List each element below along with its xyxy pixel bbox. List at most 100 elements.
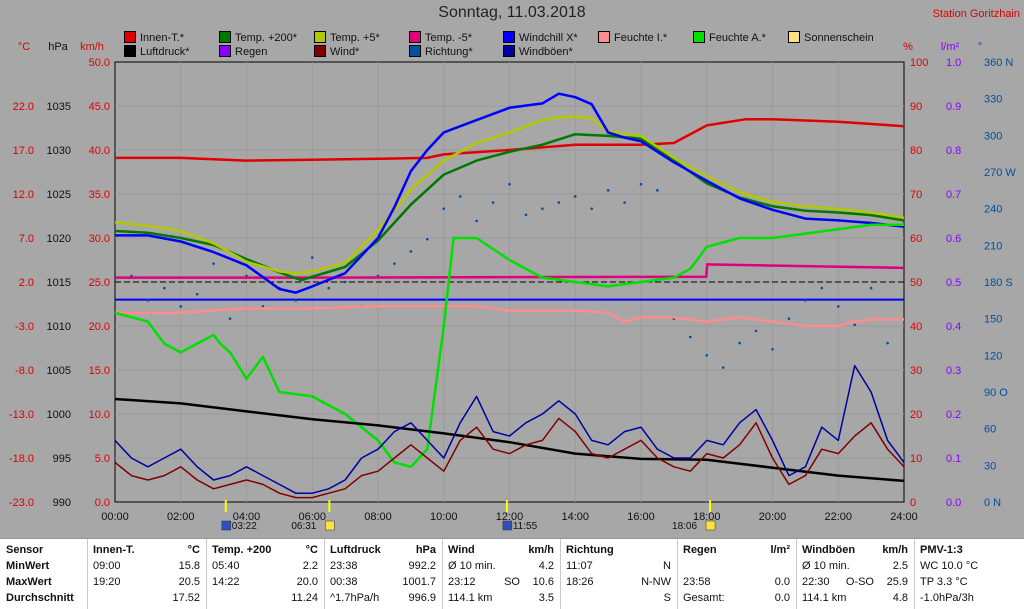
direction-tick: 150 <box>984 314 1002 326</box>
temp_c-tick: -8.0 <box>15 365 34 377</box>
direction-points <box>130 182 889 369</box>
direction-point <box>409 250 413 253</box>
summary-unit: km/h <box>882 544 908 556</box>
humidity_pct-tick: 50 <box>910 277 922 289</box>
wind_kmh-tick: 20.0 <box>89 321 110 333</box>
direction-point <box>261 305 265 308</box>
direction-point <box>491 201 495 204</box>
pressure_hpa-unit: hPa <box>48 41 68 53</box>
x-tick: 06:00 <box>298 511 326 523</box>
legend-swatch <box>219 45 231 57</box>
direction-point <box>442 207 446 210</box>
summary-label: 09:00 <box>93 560 121 572</box>
wind_kmh-tick: 5.0 <box>95 453 110 465</box>
summary-label: WC 10.0 °C <box>920 560 979 572</box>
direction-point <box>886 341 889 345</box>
summary-value: 15.8 <box>178 560 200 572</box>
wind_kmh-unit: km/h <box>80 41 104 53</box>
legend-item: Temp. +5* <box>314 31 380 44</box>
direction-point <box>228 317 232 320</box>
direction-point <box>475 219 478 223</box>
direction-point <box>426 237 429 241</box>
x-tick: 18:00 <box>693 511 721 523</box>
legend-label: Temp. +200* <box>235 32 298 44</box>
x-tick: 20:00 <box>759 511 787 523</box>
summary-value: 11.24 <box>291 592 318 604</box>
summary-label: 23:58 <box>683 576 711 588</box>
summary-value: 4.8 <box>892 592 908 604</box>
summary-value: 992.2 <box>408 560 436 572</box>
legend-swatch <box>409 31 421 43</box>
direction-point <box>836 305 840 308</box>
direction-point <box>393 262 396 265</box>
series-lines <box>114 92 905 499</box>
summary-value: S <box>663 592 671 604</box>
direction-tick: 240 <box>984 204 1002 216</box>
summary-value: 10.6 <box>532 576 554 588</box>
direction-point <box>179 305 183 308</box>
summary-label: TP 3.3 °C <box>920 576 968 588</box>
x-tick: 24:00 <box>890 511 918 523</box>
summary-label: 00:38 <box>330 576 358 588</box>
direction-point <box>623 201 626 204</box>
direction-point <box>639 182 643 186</box>
x-tick: 04:00 <box>233 511 261 523</box>
direction-point <box>573 195 577 198</box>
summary-title: Regen <box>683 544 717 556</box>
rain_lm2-tick: 0.6 <box>946 233 961 245</box>
direction-point <box>343 280 347 284</box>
series-line-temp-5- <box>115 263 905 279</box>
direction-point <box>689 335 692 339</box>
legend-label: Feuchte I.* <box>614 32 668 44</box>
legend-swatch <box>598 31 610 43</box>
wind_kmh-tick: 35.0 <box>89 189 110 201</box>
summary-label: 23:38 <box>330 560 358 572</box>
legend-label: Innen-T.* <box>140 32 185 44</box>
wind_kmh-tick: 10.0 <box>89 409 110 421</box>
weather-chart: 03:22 06:31 11:55 18:06 22.0 17.0 12.0 7.0 2.0 -… <box>9 41 1016 532</box>
summary-value: 996.9 <box>408 592 436 604</box>
pressure_hpa-tick: 1000 <box>47 409 71 421</box>
direction-point <box>787 317 791 320</box>
humidity_pct-tick: 40 <box>910 321 922 333</box>
summary-unit: hPa <box>415 544 436 556</box>
pressure_hpa-tick: 990 <box>53 497 71 509</box>
rain_lm2-tick: 0.8 <box>946 145 961 157</box>
direction-point <box>705 354 709 357</box>
summary-value: 3.5 <box>538 592 554 604</box>
legend-item: Richtung* <box>409 45 473 58</box>
summary-title: Luftdruck <box>330 544 381 556</box>
series-line-temp-200- <box>114 132 905 282</box>
series-line-luftdruck- <box>114 397 905 483</box>
direction-point <box>541 207 544 210</box>
summary-title: Richtung <box>566 544 614 556</box>
chart-title: Sonntag, 11.03.2018 <box>438 4 586 21</box>
legend-item: Regen <box>219 45 267 58</box>
wind_kmh-tick: 0.0 <box>95 497 110 509</box>
summary-value: N-NW <box>641 576 671 588</box>
summary-title: Innen-T. <box>93 544 135 556</box>
legend-item: Temp. -5* <box>409 31 472 44</box>
legend-label: Feuchte A.* <box>709 32 766 44</box>
legend-label: Temp. -5* <box>425 32 473 44</box>
legend-swatch <box>314 45 326 57</box>
summary-value: N <box>663 560 671 572</box>
marker-time: 03:22 <box>232 521 257 532</box>
direction_deg-unit: ° <box>978 41 982 53</box>
rain_lm2-tick: 0.0 <box>946 497 961 509</box>
legend-label: Temp. +5* <box>330 32 380 44</box>
summary-label: 18:26 <box>566 576 594 588</box>
rain_lm2-tick: 0.9 <box>946 101 961 113</box>
rain_lm2-tick: 0.1 <box>946 453 961 465</box>
summary-label: Durchschnitt <box>6 592 74 604</box>
humidity_pct-tick: 80 <box>910 145 922 157</box>
temp_c-tick: -13.0 <box>9 409 34 421</box>
wind_kmh-tick: 15.0 <box>89 365 110 377</box>
temp_c-tick: -23.0 <box>9 497 34 509</box>
direction-tick: 360 N <box>984 57 1013 69</box>
marker-time: 11:55 <box>513 521 538 532</box>
summary-label: 114.1 km <box>802 592 847 604</box>
station-name: Station Goritzhain <box>932 8 1020 20</box>
direction-point <box>606 189 610 192</box>
wind_kmh-tick: 30.0 <box>89 233 110 245</box>
